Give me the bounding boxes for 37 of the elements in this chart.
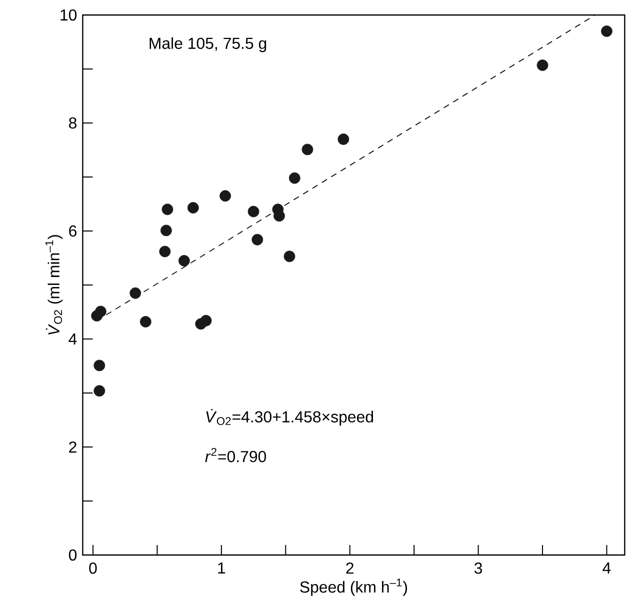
- point: [284, 250, 296, 262]
- annotation: Male 105, 75.5 g: [150, 37, 266, 52]
- point: [160, 224, 172, 236]
- point: [140, 316, 152, 328]
- y-tick-label: 10: [60, 9, 77, 21]
- y-tick-label: 2: [69, 441, 76, 453]
- point: [338, 133, 350, 145]
- point: [536, 60, 548, 71]
- point: [178, 254, 190, 266]
- y-tick-label: 6: [69, 225, 76, 237]
- x-tick-label: 3: [474, 562, 482, 574]
- annotation: V̇$_{O2}$=4.30+1.458×speed: [206, 408, 373, 426]
- point: [162, 204, 174, 216]
- point: [288, 172, 300, 184]
- point: [94, 385, 106, 397]
- point: [94, 360, 106, 372]
- y-tick-label: 0: [68, 549, 77, 561]
- point: [130, 287, 142, 299]
- point: [187, 202, 199, 214]
- x-tick-label: 1: [218, 562, 226, 574]
- y-tick-label: 8: [69, 117, 76, 129]
- point: [252, 234, 264, 246]
- x-tick-label: 2: [346, 562, 354, 574]
- y-tick-label: 4: [68, 334, 77, 344]
- annotation: r$^{2}$=0.790: [205, 448, 266, 462]
- x-tick-label: 0: [89, 562, 97, 574]
- x-tick-label: 4: [602, 562, 611, 574]
- y-axis-title: V̇$_{O2}$ (ml min$^{–1}$): [45, 235, 63, 334]
- x-axis-title: Speed (km h$^{–1}$): [300, 578, 407, 596]
- point: [274, 210, 285, 222]
- point: [302, 144, 314, 156]
- point: [94, 306, 106, 318]
- point: [248, 206, 260, 218]
- point: [159, 246, 171, 258]
- point: [200, 314, 212, 326]
- point: [220, 190, 231, 202]
- point: [601, 25, 612, 37]
